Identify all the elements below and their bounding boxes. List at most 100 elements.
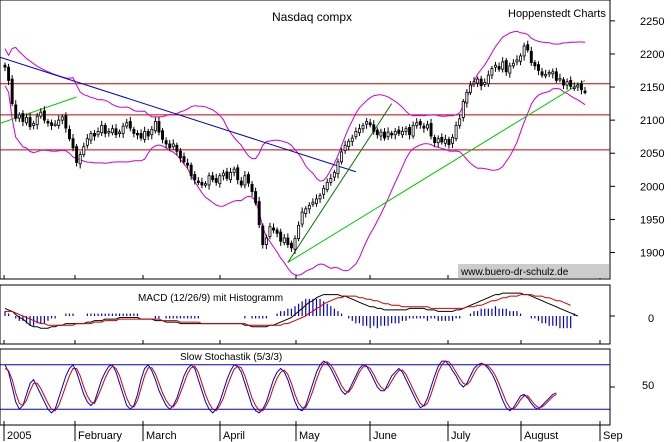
candle-body [93,132,96,137]
candle-body [504,60,508,73]
candle-body [408,127,412,136]
candle-body [107,130,111,134]
candle-body [82,146,86,155]
candle-body [583,90,587,93]
candle-body [39,111,43,117]
candle-body [100,125,104,134]
candle-body [254,191,258,204]
chart-title: Nasdaq compx [272,10,352,24]
candle-body [375,129,379,136]
candle-body [118,131,122,134]
candle-body [404,128,408,132]
candle-body [189,164,193,177]
candle-body [519,55,523,62]
stochastic-plot [0,360,615,414]
month-label: July [451,430,471,442]
candle-body [121,125,125,134]
candle-body [332,172,336,178]
candle-body [307,205,311,210]
y-tick-label: 2000 [640,181,664,193]
candle-body [300,211,304,225]
watermark-box [458,264,609,278]
candle-body [279,231,283,242]
candle-body [132,129,136,134]
candle-body [544,74,548,77]
candle-body [297,224,301,240]
candle-body [257,201,261,226]
candle-body [400,130,404,136]
month-label: April [223,430,245,442]
candle-body [329,177,333,183]
candle-body [25,117,28,124]
candle-body [250,183,254,193]
candle-body [497,66,501,70]
candle-body [96,130,100,136]
y-tick-label: 2250 [640,16,664,28]
watermark-text: www.buero-dr-schulz.de [460,267,569,278]
candle-body [554,71,558,81]
candle-body [515,59,519,63]
month-axis: 2005 February March April May June July August S… [3,275,623,442]
candle-body [103,125,107,134]
macd-signal-line [5,294,571,326]
candle-body [454,125,458,140]
candle-body [128,121,132,129]
source-label: Hoppenstedt Charts [508,8,606,20]
candle-body [357,128,361,134]
candle-body [21,113,25,122]
candle-body [171,143,175,148]
macd-plot [4,292,615,329]
candle-body [393,130,397,136]
uptrend-line-early [0,96,77,124]
candle-body [53,123,57,127]
candle-body [272,227,275,231]
candle-body [511,62,515,67]
candle-body [225,171,229,179]
candle-body [322,187,326,195]
candle-body [340,151,344,163]
candle-body [78,154,82,165]
candle-body [494,64,497,68]
candle-body [236,167,240,181]
y-tick-label: 2050 [640,148,664,160]
candle-body [411,125,415,137]
candle-body [562,79,565,86]
candle-body [275,229,279,234]
candle-body [368,122,372,126]
candle-body [164,140,168,145]
candle-body [157,121,161,133]
candle-body [508,65,512,74]
candle-body [576,84,580,88]
candle-body [196,180,200,183]
candle-body [50,122,54,126]
candle-body [136,132,139,136]
candle-body [110,128,114,134]
candle-body [35,115,39,126]
uptrend-line [287,80,586,263]
candle-body [461,101,465,118]
candle-body [304,208,308,214]
candle-body [397,129,401,134]
candle-body [89,132,93,141]
candle-body [551,71,555,75]
candle-body [386,131,390,138]
candle-body [318,195,322,200]
candle-body [540,71,544,76]
candle-body [286,237,290,245]
y-tick-label: 2150 [640,82,664,94]
candle-body [214,177,218,183]
candle-body [476,78,480,84]
candle-body [246,174,250,184]
candle-body [204,183,207,186]
candle-body [522,45,526,57]
candle-body [161,130,164,140]
stochastic-50-label: 50 [642,380,654,392]
stochastic-panel-frame [0,348,611,426]
candle-body [429,123,433,137]
candle-body [440,136,444,143]
candle-body [565,81,569,86]
candle-body [32,123,36,126]
month-label: August [524,430,558,442]
candle-body [325,181,329,191]
